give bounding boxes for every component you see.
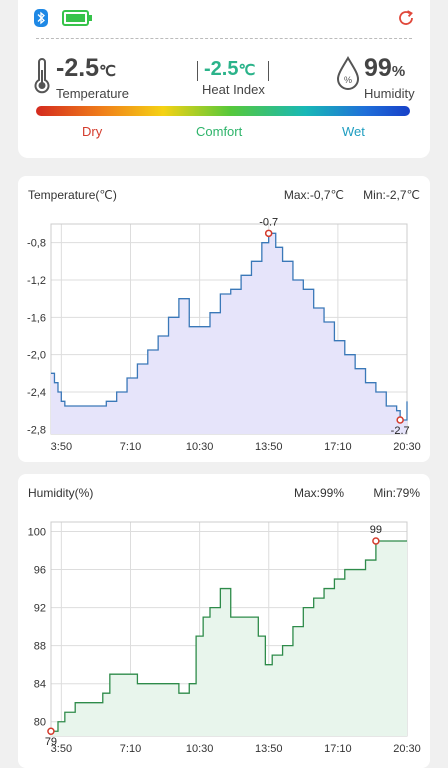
temperature-y-tick-label: -1,2	[27, 275, 46, 287]
humidity-min-marker-label: 79	[45, 736, 57, 748]
humidity-unit: %	[391, 63, 406, 80]
temperature-x-tick-label: 13:50	[255, 441, 283, 453]
heat-index-value: -2.5℃	[204, 58, 256, 80]
humidity-x-tick-label: 17:10	[324, 743, 352, 755]
temperature-chart-card: Temperature(℃) Max:-0,7℃ Min:-2,7℃ 3:50 7…	[18, 176, 430, 462]
temperature-x-tick-label: 7:10	[120, 441, 141, 453]
temperature-unit: ℃	[99, 63, 116, 80]
humidity-series-line	[50, 540, 407, 732]
temperature-value: -2.5℃	[56, 54, 116, 82]
temperature-x-tick-label: 10:30	[186, 441, 214, 453]
temperature-y-tick-label: -1,6	[27, 312, 46, 324]
divider	[36, 38, 412, 39]
humidity-y-tick-label: 92	[34, 603, 46, 615]
temperature-min-marker	[396, 416, 404, 424]
temperature-max-label: Max:-0,7℃	[283, 188, 344, 202]
heat-index-bracket-left	[197, 61, 198, 81]
heat-index-unit: ℃	[238, 62, 256, 79]
humidity-max-label: Max:99%	[293, 486, 344, 500]
humidity-y-tick-label: 100	[28, 527, 46, 539]
temperature-max-marker-label: -0.7	[259, 216, 278, 228]
humidity-min-label: Min:79%	[373, 486, 420, 500]
humidity-x-tick-label: 10:30	[186, 743, 214, 755]
temperature-series-line	[50, 232, 408, 421]
temperature-x-tick-label: 20:30	[393, 441, 421, 453]
humidity-drop-icon: %	[336, 56, 360, 90]
humidity-y-tick-label: 96	[34, 565, 46, 577]
humidity-x-tick-label: 20:30	[393, 743, 421, 755]
temperature-y-tick-label: -0,8	[27, 238, 46, 250]
temperature-label: Temperature	[56, 86, 129, 101]
heat-index-label: Heat Index	[202, 82, 265, 97]
scale-label-dry: Dry	[82, 124, 103, 139]
temperature-x-tick-label: 3:50	[51, 441, 72, 453]
scale-label-comfort: Comfort	[196, 124, 243, 139]
bluetooth-icon	[34, 9, 48, 27]
svg-text:%: %	[344, 75, 352, 85]
humidity-x-tick-label: 13:50	[255, 743, 283, 755]
temperature-x-tick-label: 17:10	[324, 441, 352, 453]
humidity-y-tick-label: 84	[34, 679, 46, 691]
humidity-label: Humidity	[364, 86, 415, 101]
humidity-chart-card: Humidity(%) Max:99% Min:79% 3:50 7:10 10:3…	[18, 474, 430, 768]
temperature-y-tick-label: -2,8	[27, 424, 46, 436]
humidity-chart[interactable]: 3:50 7:10 10:30 13:50 17:10 20:30 100 96 92 88 84 8…	[18, 474, 430, 768]
humidity-max-marker-label: 99	[370, 524, 382, 536]
scale-label-wet: Wet	[342, 124, 365, 139]
temperature-chart[interactable]: 3:50 7:10 10:30 13:50 17:10 20:30 -0,8 -1,2 -1,6…	[18, 176, 430, 462]
temperature-y-tick-label: -2,4	[27, 387, 46, 399]
humidity-min-marker	[47, 727, 55, 735]
current-reading-card: -2.5℃ Temperature -2.5℃ Heat Index % 99%…	[18, 0, 430, 158]
humidity-area-fill	[50, 541, 408, 736]
battery-full-icon	[62, 10, 92, 26]
humidity-x-tick-label: 7:10	[120, 743, 141, 755]
humidity-y-tick-label: 88	[34, 641, 46, 653]
comfort-gradient-bar	[36, 106, 410, 116]
temperature-area-fill	[50, 233, 408, 434]
humidity-value: 99%	[364, 54, 406, 82]
refresh-icon[interactable]	[396, 8, 416, 28]
humidity-chart-title: Humidity(%)	[28, 486, 94, 500]
temperature-min-marker-label: -2.7	[391, 425, 410, 437]
heat-index-bracket-right	[268, 61, 269, 81]
temperature-max-marker	[264, 229, 273, 238]
status-bar	[18, 0, 430, 36]
temperature-y-tick-label: -2,0	[27, 350, 46, 362]
humidity-x-tick-label: 3:50	[51, 743, 72, 755]
temperature-chart-title: Temperature(℃)	[28, 188, 117, 202]
thermometer-icon	[34, 58, 50, 94]
humidity-max-marker	[372, 537, 380, 545]
temperature-min-label: Min:-2,7℃	[363, 188, 420, 202]
humidity-y-tick-label: 80	[34, 717, 46, 729]
